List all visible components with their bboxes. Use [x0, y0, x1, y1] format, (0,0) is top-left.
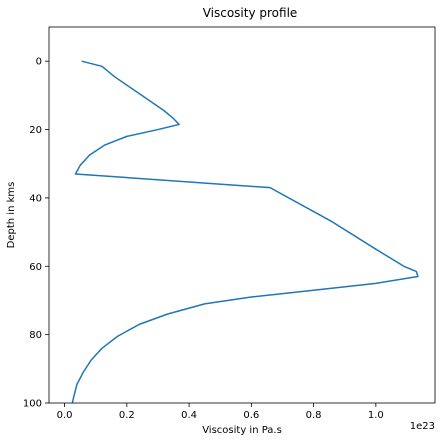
y-tick-label: 100: [23, 399, 42, 410]
y-tick-label: 80: [29, 330, 42, 341]
y-tick-label: 0: [36, 57, 42, 68]
plot-frame: [48, 26, 436, 404]
viscosity-series-line: [71, 60, 419, 404]
y-tick-label: 20: [29, 125, 42, 136]
y-axis-ticks: 0 20 40 60 80 100: [23, 57, 49, 410]
y-axis-label: Depth in kms: [6, 182, 17, 249]
x-tick-label: 0.0: [57, 410, 73, 421]
x-tick-label: 0.4: [181, 410, 197, 421]
chart-title: Viscosity profile: [203, 6, 298, 20]
x-tick-label: 1.0: [368, 410, 384, 421]
x-axis-label: Viscosity in Pa.s: [202, 425, 282, 436]
y-tick-label: 60: [29, 262, 42, 273]
x-axis-offset-text: 1e23: [410, 421, 435, 432]
x-axis-ticks: 0.0 0.2 0.4 0.6 0.8 1.0: [57, 403, 384, 421]
x-tick-label: 0.8: [306, 410, 322, 421]
x-tick-label: 0.6: [243, 410, 259, 421]
series-layer: [71, 60, 419, 404]
y-tick-label: 40: [29, 193, 42, 204]
x-tick-label: 0.2: [119, 410, 135, 421]
